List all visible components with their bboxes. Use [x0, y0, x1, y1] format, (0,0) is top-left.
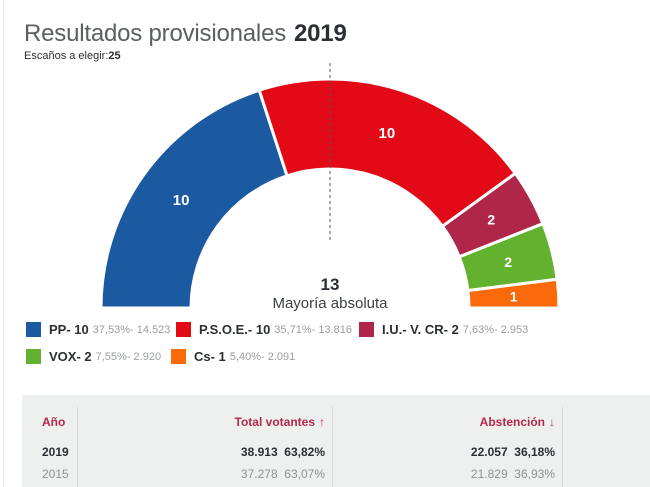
seat-label: 2 [487, 211, 495, 227]
frame-border [3, 0, 4, 487]
arrow-up-icon: ↑ [319, 415, 325, 429]
segment-cs[interactable] [466, 277, 561, 310]
legend-name: PP- 10 [49, 322, 89, 337]
header-abstention[interactable]: Abstención ↓ [480, 415, 555, 429]
title-text: Resultados provisionales [24, 20, 287, 47]
legend-stats: 35,71%- 13.816 [274, 323, 352, 336]
header-year: Año [42, 415, 66, 429]
seats-to-elect: Escaños a elegir:25 [24, 50, 121, 62]
abstention-percent: 36,93% [514, 467, 555, 481]
voters-percent: 63,82% [284, 445, 325, 459]
legend-swatch [26, 322, 41, 337]
legend-stats: 7,63%- 2.953 [462, 323, 529, 336]
parliament-chart: 10 10 2 2 1 13 Mayoría absoluta [99, 63, 561, 312]
segment-p-s-o-e[interactable] [257, 77, 518, 229]
header-total-voters[interactable]: Total votantes ↑ [235, 415, 325, 429]
header-abstention-label: Abstención [479, 415, 545, 429]
legend-item-vox[interactable]: VOX- 2 7,55%- 2.920 [26, 349, 161, 364]
legend-swatch [176, 322, 191, 337]
majority-label: Mayoría absoluta [272, 295, 388, 312]
row-2019-year: 2019 [42, 445, 69, 459]
abstention-count: 21.829 [470, 467, 508, 481]
abstention-count: 22.057 [470, 445, 508, 459]
seats-value: 25 [108, 50, 121, 62]
row-2019-abstention: 22.057 36,18% [471, 445, 555, 459]
abstention-percent: 36,18% [514, 445, 555, 459]
seat-label: 10 [173, 192, 190, 209]
arrow-down-icon: ↓ [549, 415, 555, 429]
row-2019-voters: 38.913 63,82% [241, 445, 325, 459]
column-divider [562, 407, 563, 487]
title-year: 2019 [294, 20, 347, 47]
column-divider [77, 407, 78, 487]
legend-stats: 5,40%- 2.091 [229, 350, 296, 363]
legend-name: VOX- 2 [49, 349, 92, 364]
legend-name: Cs- 1 [194, 349, 226, 364]
legend-swatch [359, 322, 374, 337]
majority-value: 13 [321, 275, 340, 294]
legend-name: P.S.O.E.- 10 [199, 322, 271, 337]
segment-pp[interactable] [99, 88, 289, 310]
voters-percent: 63,07% [284, 467, 325, 481]
header-voters-label: Total votantes [234, 415, 315, 429]
row-2015-abstention: 21.829 36,93% [471, 467, 555, 481]
legend-stats: 7,55%- 2.920 [95, 350, 162, 363]
seat-label: 1 [510, 288, 518, 304]
legend-item-psoe[interactable]: P.S.O.E.- 10 35,71%- 13.816 [176, 322, 352, 337]
turnout-table: Año Total votantes ↑ Abstención ↓ 2019 38.… [22, 395, 650, 487]
legend-swatch [26, 349, 41, 364]
voters-count: 37.278 [240, 467, 278, 481]
row-2015-year: 2015 [42, 467, 69, 481]
legend-item-cs[interactable]: Cs- 1 5,40%- 2.091 [171, 349, 295, 364]
seats-label: Escaños a elegir: [24, 50, 109, 62]
legend-swatch [171, 349, 186, 364]
seat-label: 10 [379, 125, 396, 142]
column-divider [332, 407, 333, 487]
voters-count: 38.913 [240, 445, 278, 459]
legend-name: I.U.- V. CR- 2 [382, 322, 459, 337]
legend-item-iu[interactable]: I.U.- V. CR- 2 7,63%- 2.953 [359, 322, 528, 337]
row-2015-voters: 37.278 63,07% [241, 467, 325, 481]
page-title: Resultados provisionales 2019 [24, 20, 347, 48]
legend-stats: 37,53%- 14.523 [92, 323, 171, 336]
seat-label: 2 [504, 254, 512, 270]
legend-item-pp[interactable]: PP- 10 37,53%- 14.523 [26, 322, 170, 337]
